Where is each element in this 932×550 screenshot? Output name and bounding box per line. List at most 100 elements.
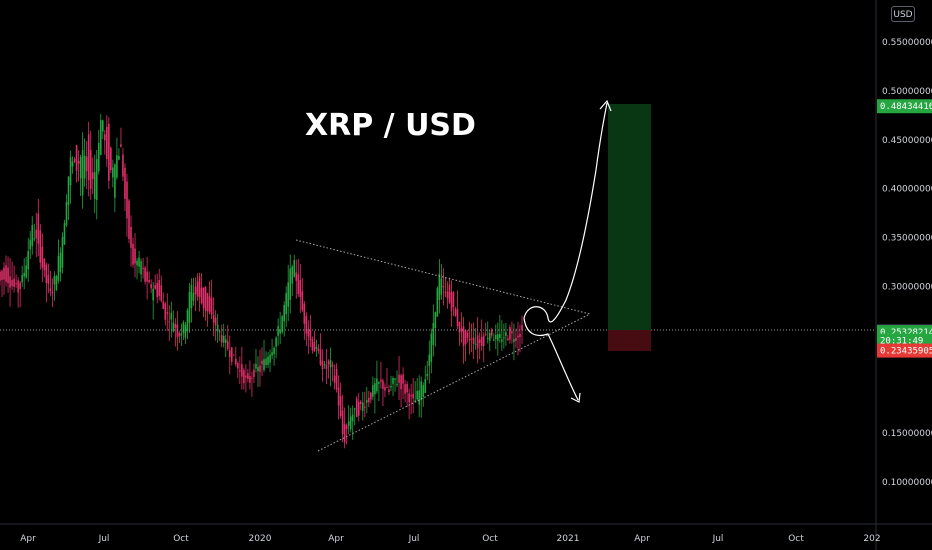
candle-body [321, 360, 324, 370]
currency-button[interactable]: USD [891, 6, 915, 22]
candle-body [462, 326, 465, 347]
candle-body [263, 359, 265, 371]
candle-body [325, 364, 328, 370]
bullish-scenario-arrow [523, 102, 608, 323]
candle-body [398, 374, 400, 383]
candle-body [507, 338, 509, 340]
candle-body [85, 156, 88, 172]
candle-body [281, 316, 283, 332]
candle-body [73, 158, 76, 162]
candle-body [232, 354, 235, 356]
candle-body [289, 268, 292, 300]
time-axis[interactable]: Apr Jul Oct 2020 Apr Jul Oct 2021 Apr Jul Oct 202 [20, 534, 880, 544]
time-tick-label: Apr [328, 534, 344, 544]
candle-body [132, 243, 134, 265]
candle-body [293, 260, 296, 277]
candle-body [482, 335, 485, 347]
candle-body [15, 283, 17, 285]
candle-body [41, 246, 44, 268]
candle-body [224, 339, 227, 343]
chart-title: XRP / USD [305, 108, 476, 143]
price-tag-box [877, 99, 932, 114]
candle-body [25, 265, 28, 278]
candle-body [194, 286, 197, 295]
candle-body [303, 303, 306, 324]
candle-body [190, 285, 193, 309]
candle-body [37, 213, 40, 244]
candle-body [152, 288, 154, 301]
candle-body [120, 144, 122, 147]
candle-body [160, 285, 163, 301]
candle-body [353, 408, 356, 410]
time-tick-label: Oct [173, 534, 189, 544]
candle-body [148, 280, 150, 283]
candle-body [51, 292, 54, 294]
time-tick-label: 2020 [249, 534, 272, 544]
candle-body [452, 292, 455, 308]
candle-body [335, 368, 338, 390]
candle-body [130, 226, 132, 248]
candle-body [446, 291, 449, 299]
candle-body [311, 338, 314, 351]
candle-body [269, 354, 271, 363]
candle-body [337, 387, 340, 406]
candle-body [192, 293, 195, 301]
time-tick-label: Jul [408, 534, 420, 544]
candle-body [216, 324, 219, 332]
candle-body [239, 370, 241, 372]
long-position-target-zone[interactable] [608, 104, 651, 330]
candle-body [474, 343, 477, 345]
candle-body [454, 308, 457, 316]
candle-body [222, 336, 225, 343]
price-tick-label: 0.15000000 [882, 429, 932, 439]
candle-body [323, 364, 326, 366]
candle-body [416, 390, 418, 400]
time-tick-label: Apr [634, 534, 650, 544]
candle-body [426, 373, 429, 377]
candle-body [442, 286, 445, 288]
candle-body [71, 161, 74, 167]
candle-body [59, 252, 62, 272]
candle-body [228, 350, 231, 358]
candle-body [370, 392, 372, 400]
candle-body [388, 389, 390, 392]
long-position-stop-zone[interactable] [608, 330, 651, 351]
candle-body [468, 338, 471, 341]
candle-body [430, 333, 433, 362]
candle-body [313, 342, 316, 352]
candle-body [136, 260, 138, 266]
time-tick-label: Jul [712, 534, 724, 544]
candle-body [128, 200, 130, 240]
candle-body [156, 283, 159, 298]
price-tag-label: 20:31:49 [880, 337, 923, 347]
candle-body [89, 150, 92, 189]
candle-body [204, 286, 207, 311]
candle-body [206, 293, 209, 312]
candle-body [384, 387, 386, 391]
price-axis[interactable]: 0.55000000 0.50000000 0.45000000 0.40000000… [882, 38, 932, 488]
candle-body [420, 381, 423, 401]
candle-body [515, 337, 517, 341]
candle-body [247, 373, 249, 380]
candle-body [97, 143, 100, 172]
candle-body [146, 271, 148, 282]
candle-body [351, 414, 354, 422]
candle-body [134, 248, 136, 264]
candle-body [142, 268, 144, 270]
candle-body [279, 329, 281, 334]
candle-body [112, 167, 114, 178]
candle-body [488, 332, 491, 341]
candle-body [17, 280, 19, 293]
price-tick-label: 0.45000000 [882, 136, 932, 146]
bearish-scenario-arrow [523, 317, 579, 401]
candle-body [349, 416, 352, 430]
candle-body [400, 375, 402, 390]
candle-body [261, 360, 263, 365]
price-tag-box [877, 343, 932, 358]
candle-body [277, 326, 279, 336]
candle-body [5, 265, 7, 282]
candle-body [408, 393, 410, 403]
candle-body [484, 334, 487, 336]
candle-body [13, 278, 15, 287]
